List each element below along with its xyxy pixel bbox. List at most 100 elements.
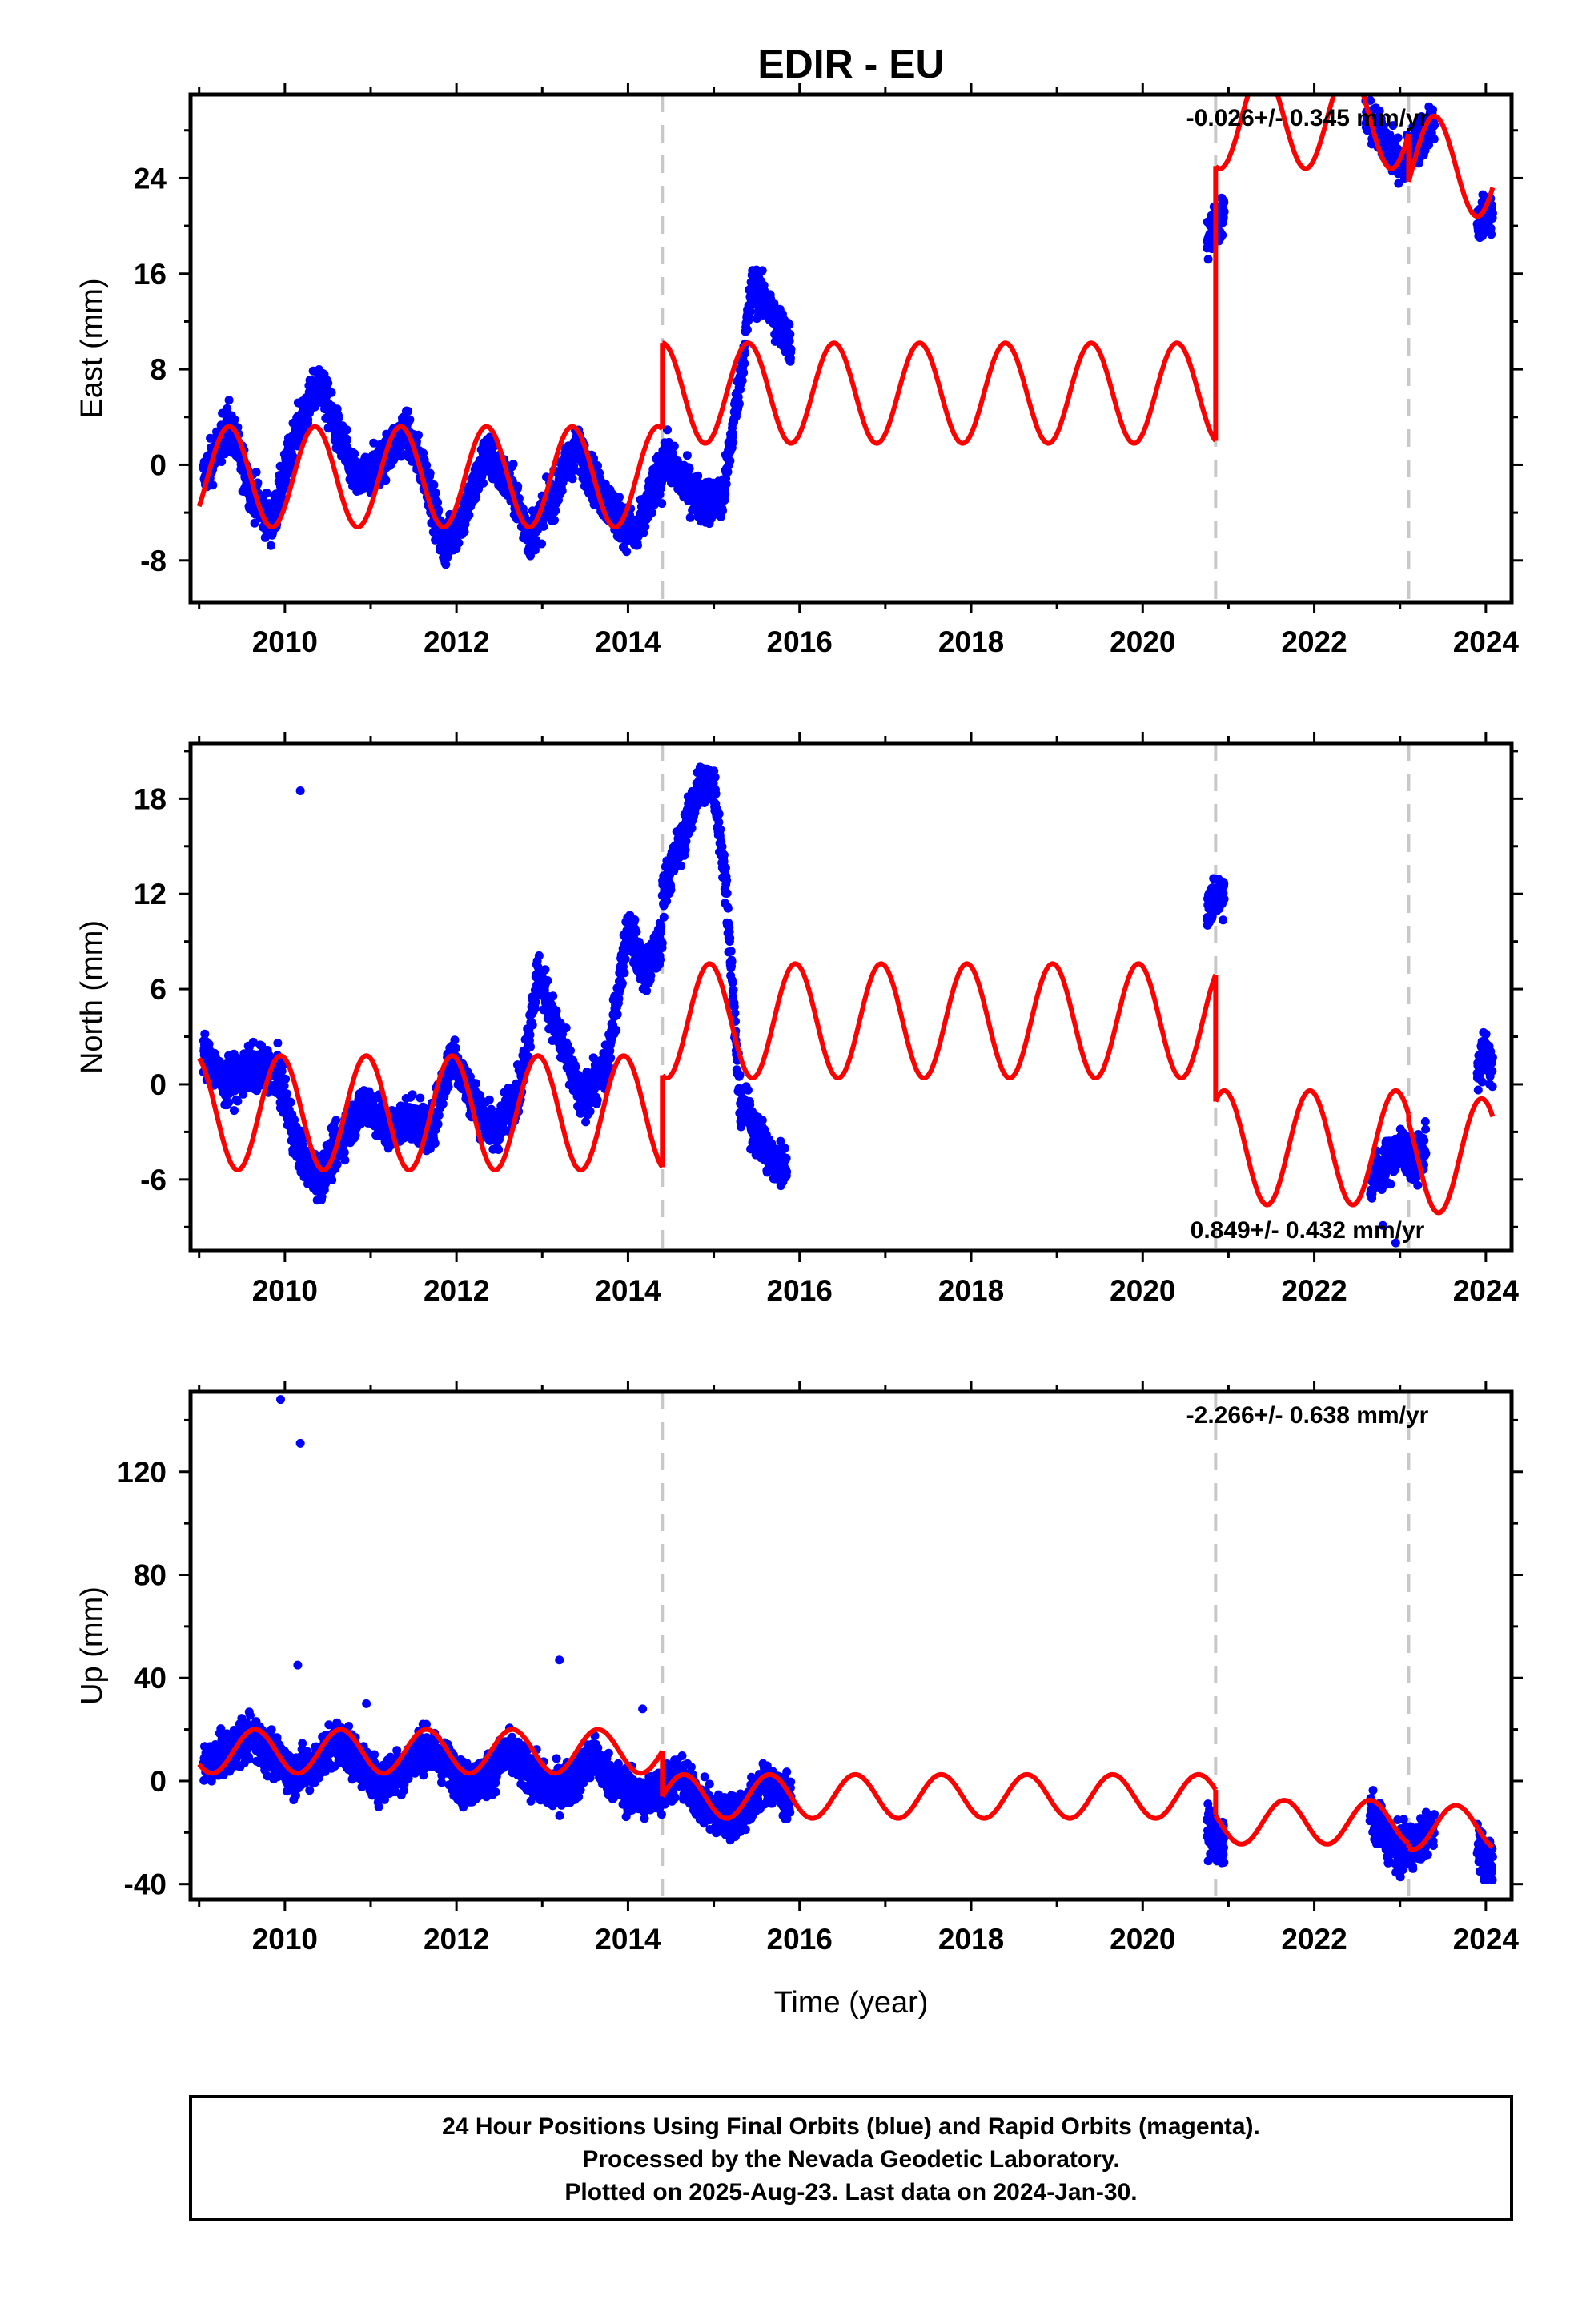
- data-point: [1428, 105, 1437, 115]
- data-point: [431, 489, 440, 497]
- y-tick-label: 8: [150, 353, 167, 386]
- data-point: [1393, 133, 1403, 143]
- data-point: [350, 449, 359, 459]
- data-point: [685, 464, 694, 473]
- data-point: [739, 368, 749, 377]
- x-tick-label: 2014: [595, 625, 661, 658]
- data-point: [1430, 120, 1439, 130]
- data-point: [1219, 198, 1229, 207]
- data-point: [429, 480, 439, 489]
- data-point: [342, 425, 351, 435]
- data-point: [286, 1097, 295, 1107]
- data-point: [740, 359, 749, 368]
- data-point: [525, 1030, 535, 1039]
- data-point: [534, 951, 544, 960]
- data-point: [537, 539, 547, 549]
- data-point: [526, 1042, 535, 1051]
- y-tick-label: 0: [150, 448, 167, 481]
- data-point: [669, 441, 679, 451]
- data-point: [551, 505, 560, 515]
- data-point: [281, 1074, 291, 1084]
- data-point: [1218, 231, 1227, 240]
- x-tick-label: 2016: [767, 625, 833, 658]
- data-point: [433, 1120, 443, 1129]
- data-point: [1488, 208, 1497, 218]
- data-point: [657, 499, 667, 509]
- data-point: [543, 976, 552, 985]
- data-point: [682, 451, 692, 460]
- data-point: [642, 986, 652, 995]
- data-point: [327, 1176, 337, 1184]
- panel-frame: [188, 92, 1514, 605]
- data-point: [612, 1025, 621, 1035]
- y-tick-label: -8: [140, 545, 167, 577]
- data-point: [1388, 121, 1398, 131]
- data-point: [721, 479, 731, 489]
- data-point: [494, 1145, 504, 1154]
- data-point: [725, 456, 735, 465]
- data-point: [327, 388, 336, 397]
- data-point: [734, 399, 744, 408]
- data-point: [785, 320, 794, 329]
- data-point: [721, 489, 730, 499]
- data-point: [785, 336, 794, 346]
- data-point: [230, 1106, 239, 1116]
- data-point: [303, 415, 313, 424]
- panel-north: 2010 2012 2014 2016 2018 2020 2022 2024-6061218…: [75, 732, 1523, 1307]
- data-point: [785, 329, 795, 339]
- data-point: [430, 1139, 440, 1148]
- data-point: [548, 991, 558, 1001]
- data-point: [484, 1095, 494, 1104]
- data-point: [444, 1082, 453, 1092]
- data-point: [620, 955, 630, 964]
- x-tick-label: 2024: [1453, 625, 1520, 658]
- data-point: [786, 344, 796, 354]
- data-point: [1394, 179, 1403, 188]
- data-point: [592, 1096, 602, 1104]
- data-point: [657, 939, 667, 948]
- data-point: [530, 1004, 540, 1014]
- data-point: [283, 1089, 292, 1099]
- data-point: [334, 412, 343, 421]
- data-point: [508, 460, 518, 469]
- data-point: [737, 376, 747, 385]
- data-point: [745, 307, 755, 316]
- data-point: [615, 493, 624, 502]
- data-point: [239, 1089, 248, 1099]
- data-point: [343, 435, 351, 444]
- data-point: [733, 392, 743, 402]
- x-tick-label: 2010: [252, 625, 318, 658]
- data-point: [1219, 207, 1229, 216]
- data-point: [640, 522, 650, 531]
- panel-east: 2010 2012 2014 2016 2018 2020 2022 2024-8081624…: [75, 83, 1523, 658]
- data-point: [630, 915, 640, 924]
- data-point: [685, 513, 695, 522]
- data-point: [472, 492, 481, 501]
- data-point: [552, 1007, 561, 1015]
- data-point: [339, 1148, 349, 1157]
- data-point: [464, 510, 474, 520]
- data-point: [581, 1117, 591, 1127]
- data-point: [224, 1098, 234, 1107]
- data-point: [1487, 230, 1496, 239]
- data-point: [351, 1131, 360, 1140]
- data-point: [550, 516, 559, 525]
- y-tick-label: 16: [134, 258, 167, 291]
- data-point: [408, 1090, 417, 1100]
- data-point: [528, 1020, 537, 1030]
- model-curve-segment: [661, 340, 1218, 446]
- data-point: [434, 1111, 444, 1120]
- data-point: [1366, 96, 1375, 105]
- data-point: [471, 1079, 480, 1088]
- data-point: [568, 474, 577, 484]
- x-tick-label: 2020: [1110, 625, 1175, 658]
- data-point: [332, 1160, 342, 1169]
- data-point: [656, 955, 665, 964]
- data-point: [757, 266, 767, 275]
- data-point: [290, 1115, 299, 1124]
- data-point: [251, 468, 261, 477]
- data-point: [208, 480, 218, 490]
- data-point: [693, 471, 703, 480]
- data-point: [425, 468, 435, 478]
- y-tick-label: 24: [134, 162, 167, 195]
